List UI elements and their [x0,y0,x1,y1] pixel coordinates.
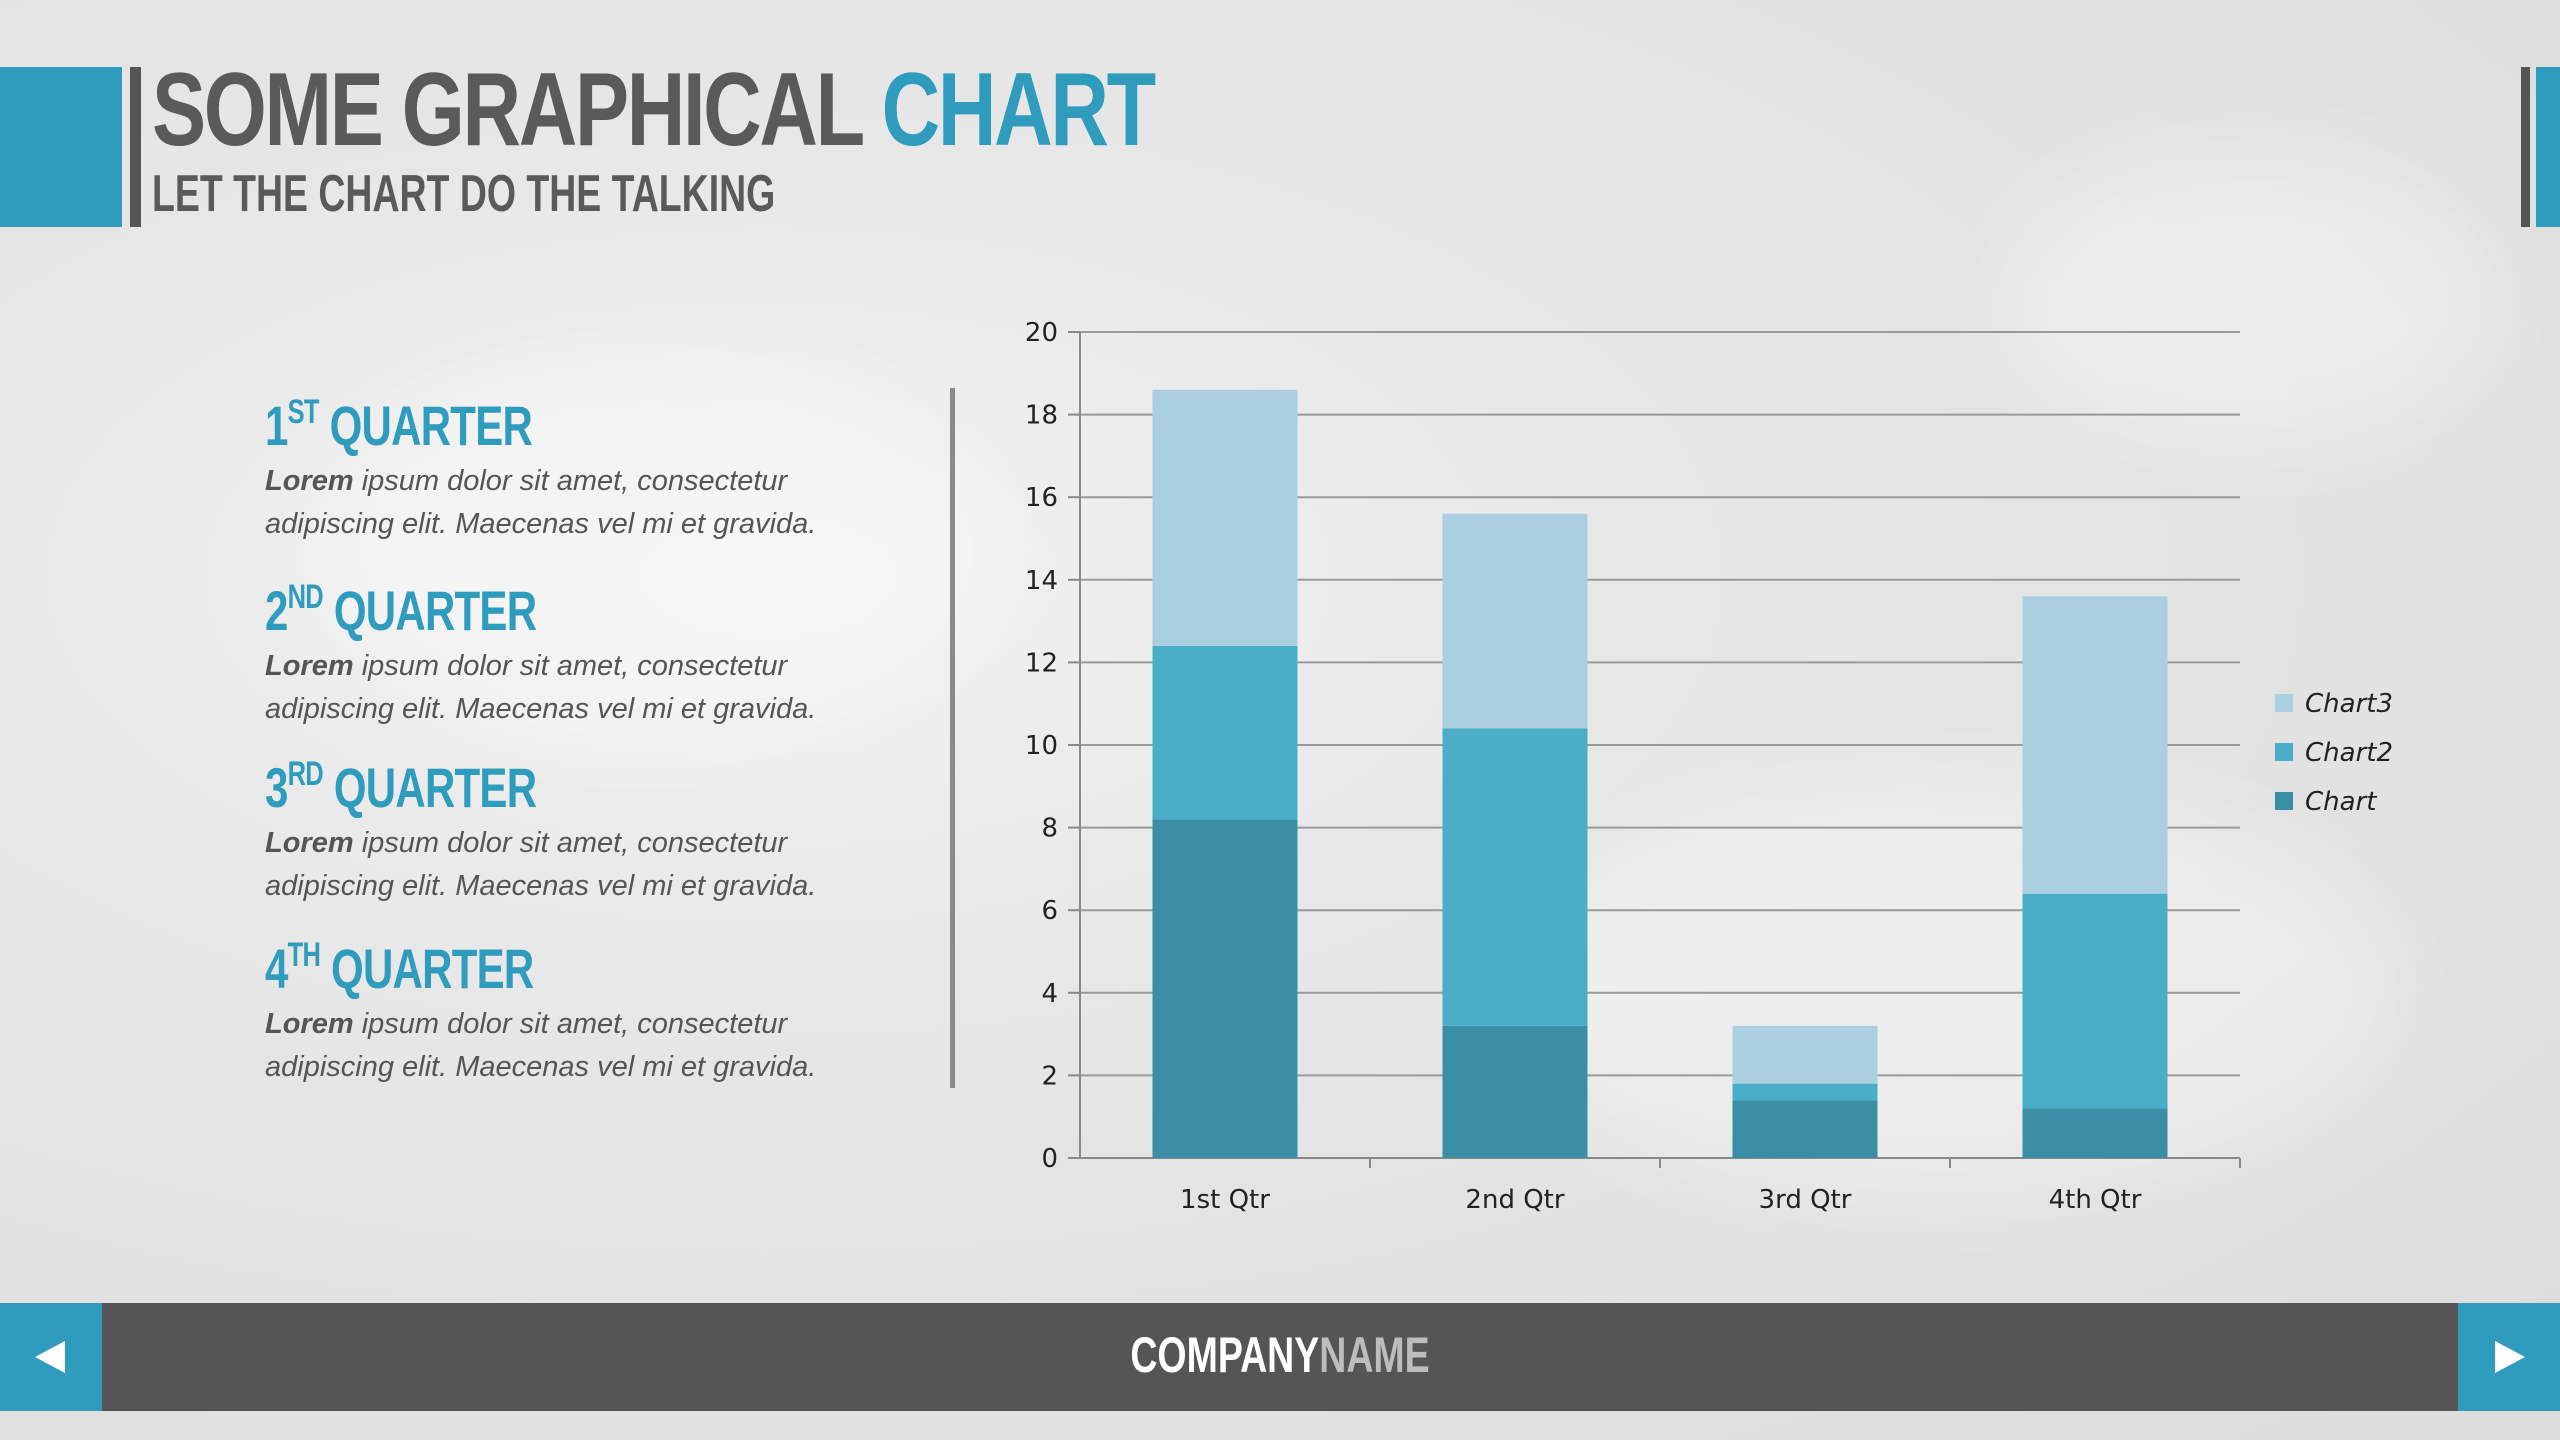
y-tick-label: 10 [1025,731,1058,761]
quarter-2-block: 2nd Quarter Lorem ipsum dolor sit amet, … [265,580,915,731]
bar-segment [1442,1025,1588,1158]
quarter-2-heading: 2nd Quarter [265,580,753,639]
bar-segment [1152,819,1298,1158]
triangle-right-icon [2495,1341,2525,1373]
y-tick-label: 0 [1041,1144,1058,1174]
bar-segment [1732,1100,1878,1158]
quarter-number: 1 [265,394,288,457]
legend-swatch [2275,792,2293,810]
header-divider-bar [130,67,141,227]
bar-segment [2022,1108,2168,1158]
x-tick-label: 4th Qtr [2049,1185,2142,1215]
y-tick-label: 6 [1041,896,1058,926]
quarter-body: ipsum dolor sit amet, consectetur adipis… [265,1008,817,1083]
company-name-light: Name [1319,1327,1430,1383]
header-right-divider-bar [2521,67,2530,227]
page-title-accent: Chart [881,52,1157,168]
quarter-suffix: th [287,936,321,974]
x-tick-label: 2nd Qtr [1465,1185,1564,1215]
quarter-number: 4 [265,937,288,1000]
y-tick-label: 20 [1025,318,1058,348]
quarter-suffix: st [287,393,320,431]
quarter-1-text: Lorem ipsum dolor sit amet, consectetur … [265,460,915,546]
header-right-accent-block [2536,67,2560,227]
page-title-main: Some Graphical [152,52,882,168]
quarter-lead: Lorem [265,465,354,497]
quarter-lead: Lorem [265,1008,354,1040]
legend-label: Chart3 [2305,689,2393,719]
bar-segment [1442,513,1588,729]
y-tick-label: 2 [1041,1061,1058,1091]
footer-bar [0,1303,2560,1411]
quarter-word: Quarter [320,937,534,1000]
quarter-3-block: 3rd Quarter Lorem ipsum dolor sit amet, … [265,757,915,908]
quarter-4-block: 4th Quarter Lorem ipsum dolor sit amet, … [265,938,915,1089]
stacked-bar-chart: 0 2 4 6 8 10 12 14 16 18 20 1st Qtr 2nd Qtr 3rd Qtr 4t… [1025,318,2393,1215]
quarter-4-heading: 4th Quarter [265,938,753,997]
quarter-body: ipsum dolor sit amet, consectetur adipis… [265,650,817,725]
company-name: CompanyName [1130,1330,1429,1380]
page-subtitle: Let the chart do the talking [152,165,776,223]
quarter-lead: Lorem [265,650,354,682]
quarter-body: ipsum dolor sit amet, consectetur adipis… [265,827,817,902]
background-cloud [1500,780,2400,1200]
next-slide-button[interactable] [2458,1303,2560,1411]
quarter-body: ipsum dolor sit amet, consectetur adipis… [265,465,817,540]
x-tick-label: 3rd Qtr [1759,1185,1852,1215]
bar-segment [1152,645,1298,820]
bar-segment [1732,1083,1878,1101]
quarter-1-block: 1st Quarter Lorem ipsum dolor sit amet, … [265,395,915,546]
quarter-2-text: Lorem ipsum dolor sit amet, consectetur … [265,645,915,731]
quarter-number: 3 [265,756,288,819]
page-title: Some Graphical Chart [152,58,1156,162]
y-tick-label: 12 [1025,648,1058,678]
bar-segment [1442,728,1588,1026]
legend-swatch [2275,743,2293,761]
y-tick-label: 18 [1025,401,1058,431]
header-accent-block [0,67,122,227]
legend-swatch [2275,694,2293,712]
triangle-left-icon [35,1341,65,1373]
previous-slide-button[interactable] [0,1303,102,1411]
y-tick-label: 4 [1041,979,1058,1009]
quarter-1-heading: 1st Quarter [265,395,753,454]
quarter-suffix: rd [287,755,324,793]
quarter-lead: Lorem [265,827,354,859]
background-cloud [300,350,1000,750]
quarter-word: Quarter [322,579,537,642]
quarter-word: Quarter [318,394,533,457]
quarter-suffix: nd [287,578,324,616]
y-tick-label: 16 [1025,483,1058,513]
y-tick-label: 8 [1041,814,1058,844]
legend-label: Chart [2305,787,2377,817]
quarter-word: Quarter [322,756,537,819]
quarter-4-text: Lorem ipsum dolor sit amet, consectetur … [265,1003,915,1089]
bar-segment [2022,596,2168,894]
legend-label: Chart2 [2305,738,2393,768]
bar-segment [1152,389,1298,646]
y-tick-label: 14 [1025,566,1058,596]
bar-segment [1732,1025,1878,1084]
quarter-3-heading: 3rd Quarter [265,757,753,816]
bar-segment [2022,893,2168,1109]
quarter-3-text: Lorem ipsum dolor sit amet, consectetur … [265,822,915,908]
company-name-bold: Company [1130,1327,1320,1383]
x-tick-label: 1st Qtr [1180,1185,1270,1215]
vertical-divider [950,388,955,1088]
background-cloud [2000,150,2500,450]
quarter-number: 2 [265,579,288,642]
